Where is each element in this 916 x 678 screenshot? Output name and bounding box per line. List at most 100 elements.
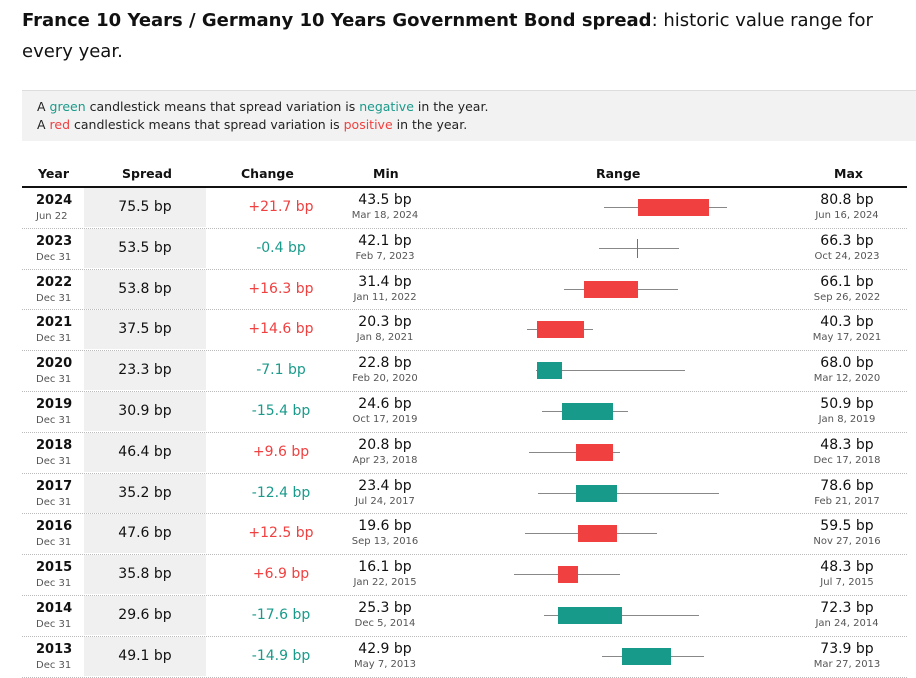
header-change: Change [241, 166, 294, 181]
legend-box: A green candlestick means that spread va… [22, 90, 916, 141]
row-date: Dec 31 [36, 251, 72, 263]
header-max: Max [834, 166, 863, 181]
row-spread: 46.4 bp [84, 432, 206, 472]
legend-text: candlestick means that spread variation … [85, 99, 360, 114]
row-max-date: Oct 24, 2023 [814, 250, 880, 262]
candle-body [637, 199, 710, 216]
row-max: 66.3 bp [820, 232, 874, 249]
row-change: +21.7 bp [248, 199, 314, 215]
table-body: 2024 Jun 22 75.5 bp +21.7 bp 43.5 bp Mar 18, … [22, 188, 907, 678]
row-min-date: Jan 11, 2022 [353, 291, 417, 303]
candle-body [622, 647, 672, 665]
row-max: 48.3 bp [820, 436, 874, 453]
row-min: 22.8 bp [358, 355, 412, 372]
candle-wick [529, 451, 620, 453]
row-min-date: Jan 8, 2021 [356, 332, 414, 344]
row-range-candlestick [467, 392, 767, 431]
table-row: 2023 Dec 31 53.5 bp -0.4 bp 42.1 bp Feb 7, 20… [22, 228, 907, 270]
row-range-candlestick [467, 433, 767, 472]
row-spread: 35.2 bp [84, 473, 206, 513]
table-row: 2015 Dec 31 35.8 bp +6.9 bp 16.1 bp Jan 22, 2… [22, 555, 907, 596]
row-date: Dec 31 [36, 578, 72, 590]
row-year: 2013 [36, 641, 73, 657]
row-min: 16.1 bp [358, 559, 412, 576]
table-row: 2024 Jun 22 75.5 bp +21.7 bp 43.5 bp Mar 18, … [22, 188, 907, 229]
row-year: 2022 [36, 274, 73, 290]
legend-text: in the year. [413, 99, 489, 114]
table-row: 2014 Dec 31 29.6 bp -17.6 bp 25.3 bp Dec 5, 2… [22, 595, 907, 637]
row-date: Dec 31 [36, 333, 72, 345]
row-spread: 35.8 bp [84, 555, 206, 595]
row-change: -12.4 bp [251, 484, 311, 501]
row-date: Dec 31 [36, 292, 72, 304]
legend-text: A [37, 117, 50, 132]
row-date: Dec 31 [36, 537, 72, 549]
row-max: 50.9 bp [820, 395, 874, 412]
row-max-date: Mar 12, 2020 [813, 373, 881, 385]
row-max: 66.1 bp [820, 273, 874, 290]
legend-color-green: green [49, 99, 86, 114]
legend-line-negative: A green candlestick means that spread va… [37, 99, 488, 114]
row-range-candlestick [467, 351, 767, 390]
row-min-date: May 7, 2013 [353, 658, 417, 670]
candle-body [578, 525, 618, 543]
row-min-date: Mar 18, 2024 [351, 210, 419, 221]
row-min: 20.3 bp [358, 314, 412, 331]
row-change: -17.6 bp [251, 606, 311, 623]
row-max: 80.8 bp [820, 192, 874, 208]
row-min: 24.6 bp [358, 395, 412, 412]
header-spread: Spread [122, 166, 172, 181]
candle-body [558, 566, 579, 584]
row-min-date: Feb 7, 2023 [355, 250, 415, 262]
row-range-candlestick [467, 637, 767, 676]
candle-body [537, 362, 563, 380]
row-range-candlestick [467, 188, 767, 227]
row-year: 2020 [36, 356, 73, 372]
table-row: 2019 Dec 31 30.9 bp -15.4 bp 24.6 bp Oct 17, … [22, 391, 907, 433]
row-min: 43.5 bp [358, 192, 412, 208]
row-max-date: Jan 24, 2014 [815, 617, 879, 629]
row-min: 31.4 bp [358, 273, 412, 290]
row-change: -15.4 bp [251, 402, 311, 419]
row-max-date: Feb 21, 2017 [814, 495, 880, 507]
row-max-date: Mar 27, 2013 [813, 658, 881, 670]
row-change: -14.9 bp [251, 647, 311, 664]
row-change: -0.4 bp [256, 239, 306, 256]
candle-body [584, 280, 638, 298]
row-spread: 53.8 bp [84, 269, 206, 309]
header-min: Min [373, 166, 399, 181]
row-spread: 75.5 bp [84, 188, 206, 227]
row-min-date: Sep 13, 2016 [351, 536, 419, 548]
table-header: Year Spread Change Min Range Max [22, 160, 907, 188]
row-max-date: Sep 26, 2022 [813, 291, 881, 303]
page-title-bold: France 10 Years / Germany 10 Years Gover… [22, 10, 652, 31]
row-change: -7.1 bp [256, 362, 306, 379]
row-range-candlestick [467, 270, 767, 309]
row-max: 73.9 bp [820, 640, 874, 657]
row-min: 23.4 bp [358, 477, 412, 494]
row-year: 2024 [36, 193, 73, 208]
row-change: +12.5 bp [248, 525, 314, 542]
row-min-date: Jan 22, 2015 [353, 577, 417, 589]
table-row: 2013 Dec 31 49.1 bp -14.9 bp 42.9 bp May 7, 2… [22, 636, 907, 678]
row-max: 48.3 bp [820, 559, 874, 576]
row-spread: 30.9 bp [84, 391, 206, 431]
row-range-candlestick [467, 596, 767, 635]
table-row: 2017 Dec 31 35.2 bp -12.4 bp 23.4 bp Jul 24, … [22, 473, 907, 515]
candle-body [576, 484, 618, 502]
table-row: 2016 Dec 31 47.6 bp +12.5 bp 19.6 bp Sep 13, … [22, 514, 907, 556]
table-row: 2021 Dec 31 37.5 bp +14.6 bp 20.3 bp Jan 8, 2… [22, 310, 907, 352]
candle-body [537, 321, 585, 339]
row-max-date: Dec 17, 2018 [813, 454, 881, 466]
row-max: 59.5 bp [820, 518, 874, 535]
row-spread: 23.3 bp [84, 351, 206, 391]
row-max: 78.6 bp [820, 477, 874, 494]
legend-text: A [37, 99, 50, 114]
legend-text: in the year. [392, 117, 468, 132]
row-year: 2023 [36, 233, 73, 249]
row-spread: 47.6 bp [84, 514, 206, 554]
legend-word-negative: negative [359, 99, 414, 114]
row-date: Dec 31 [36, 659, 72, 671]
row-year: 2014 [36, 600, 73, 616]
row-min: 25.3 bp [358, 599, 412, 616]
